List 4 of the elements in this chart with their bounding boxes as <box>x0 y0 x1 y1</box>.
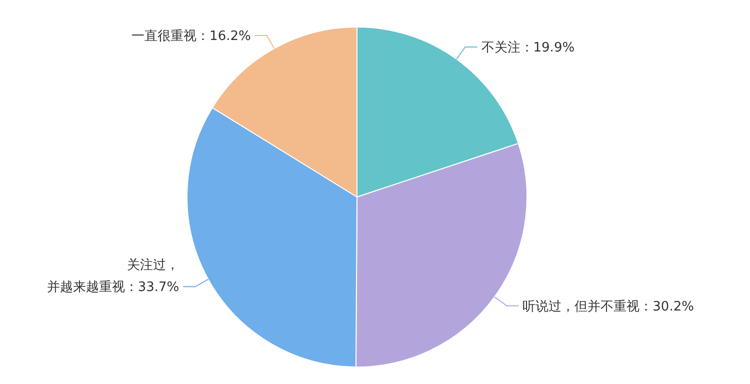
slice-label: 听说过，但并不重视：30.2% <box>522 299 694 314</box>
slice-label: 不关注：19.9% <box>481 40 575 56</box>
slice-label: 一直很重视：16.2% <box>132 28 251 44</box>
slice-label: 关注过，并越来越重视：33.7% <box>46 258 180 296</box>
